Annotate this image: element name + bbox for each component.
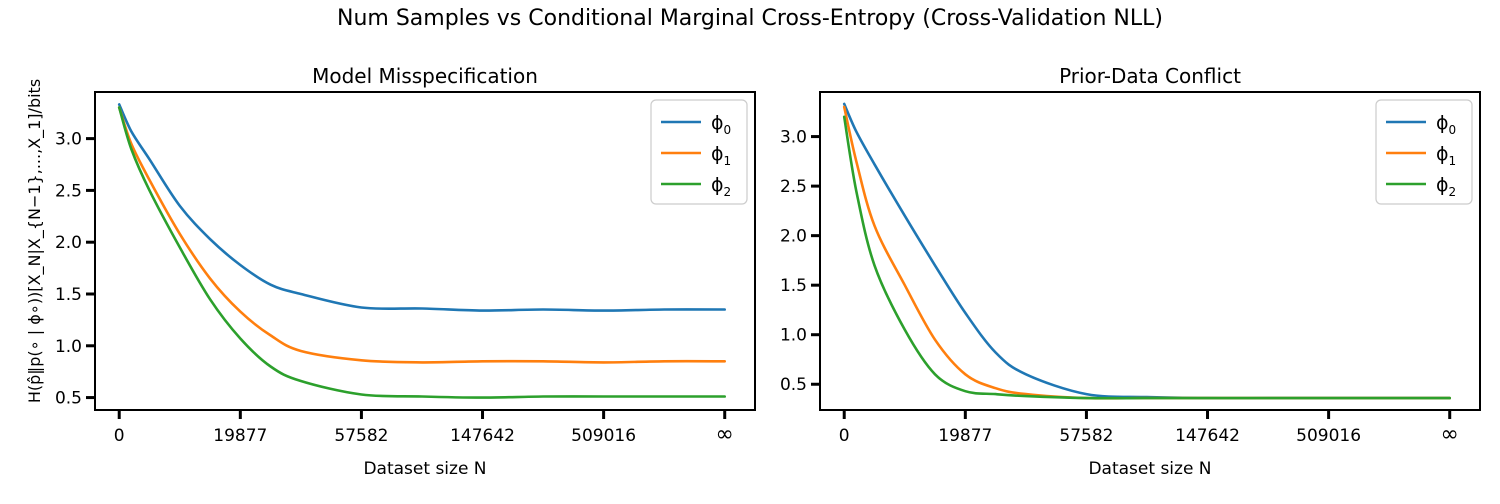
panel-title: Model Misspecification — [312, 64, 538, 88]
x-tick-label: 57582 — [1059, 426, 1113, 446]
y-tick-label: 1.5 — [780, 276, 807, 296]
panel-2: Prior-Data Conflict 0 19877 57582 147642 5090… — [780, 64, 1481, 479]
legend-label-subscript: 0 — [724, 123, 732, 137]
y-tick-label: 3.0 — [55, 130, 82, 150]
y-axis-label: H(p̂‖p(∘ | ϕ∘))[X_N|X_{N−1},...,X_1]/bit… — [25, 79, 45, 403]
series-line-ϕ-0 — [842, 102, 1451, 400]
y-tick-label: 3.0 — [780, 128, 807, 148]
legend-label-subscript: 2 — [724, 185, 732, 199]
legend-label-subscript: 2 — [1449, 185, 1457, 199]
y-tick-label: 1.5 — [55, 285, 82, 305]
y-tick-label: 2.5 — [780, 177, 807, 197]
x-tick-label: 19877 — [938, 426, 992, 446]
x-tick-label: 0 — [114, 426, 125, 446]
x-tick-label: 509016 — [1296, 426, 1361, 446]
y-tick-label: 2.5 — [55, 181, 82, 201]
x-tick-label: ∞ — [1441, 422, 1459, 447]
axes-frame — [819, 91, 1481, 411]
x-tick-label: 0 — [839, 426, 850, 446]
x-tick-label: 147642 — [1175, 426, 1240, 446]
legend-label-subscript: 1 — [724, 154, 732, 168]
figure-suptitle: Num Samples vs Conditional Marginal Cros… — [337, 6, 1163, 31]
series-line-ϕ-1 — [117, 106, 726, 364]
x-axis-label: Dataset size N — [1088, 459, 1211, 479]
x-tick-label: ∞ — [716, 422, 734, 447]
y-tick-label: 0.5 — [55, 389, 82, 409]
y-tick-label: 2.0 — [780, 227, 807, 247]
series-line-ϕ-2 — [842, 115, 1451, 400]
panel-title: Prior-Data Conflict — [1059, 64, 1241, 88]
y-tick-label: 1.0 — [55, 337, 82, 357]
y-tick-label: 2.0 — [55, 233, 82, 253]
axes-frame — [94, 91, 756, 411]
legend-label-subscript: 0 — [1449, 123, 1457, 137]
legend-label-subscript: 1 — [1449, 154, 1457, 168]
x-tick-label: 147642 — [450, 426, 515, 446]
x-tick-label: 509016 — [571, 426, 636, 446]
y-tick-label: 0.5 — [780, 375, 807, 395]
y-tick-label: 1.0 — [780, 326, 807, 346]
series-line-ϕ-1 — [842, 105, 1451, 400]
x-tick-label: 19877 — [213, 426, 267, 446]
x-axis-label: Dataset size N — [363, 459, 486, 479]
panel-1: Model Misspecification 0 19877 57582 147642 5… — [25, 64, 756, 479]
x-tick-label: 57582 — [334, 426, 388, 446]
series-line-ϕ-2 — [117, 106, 726, 399]
series-line-ϕ-0 — [117, 103, 726, 312]
